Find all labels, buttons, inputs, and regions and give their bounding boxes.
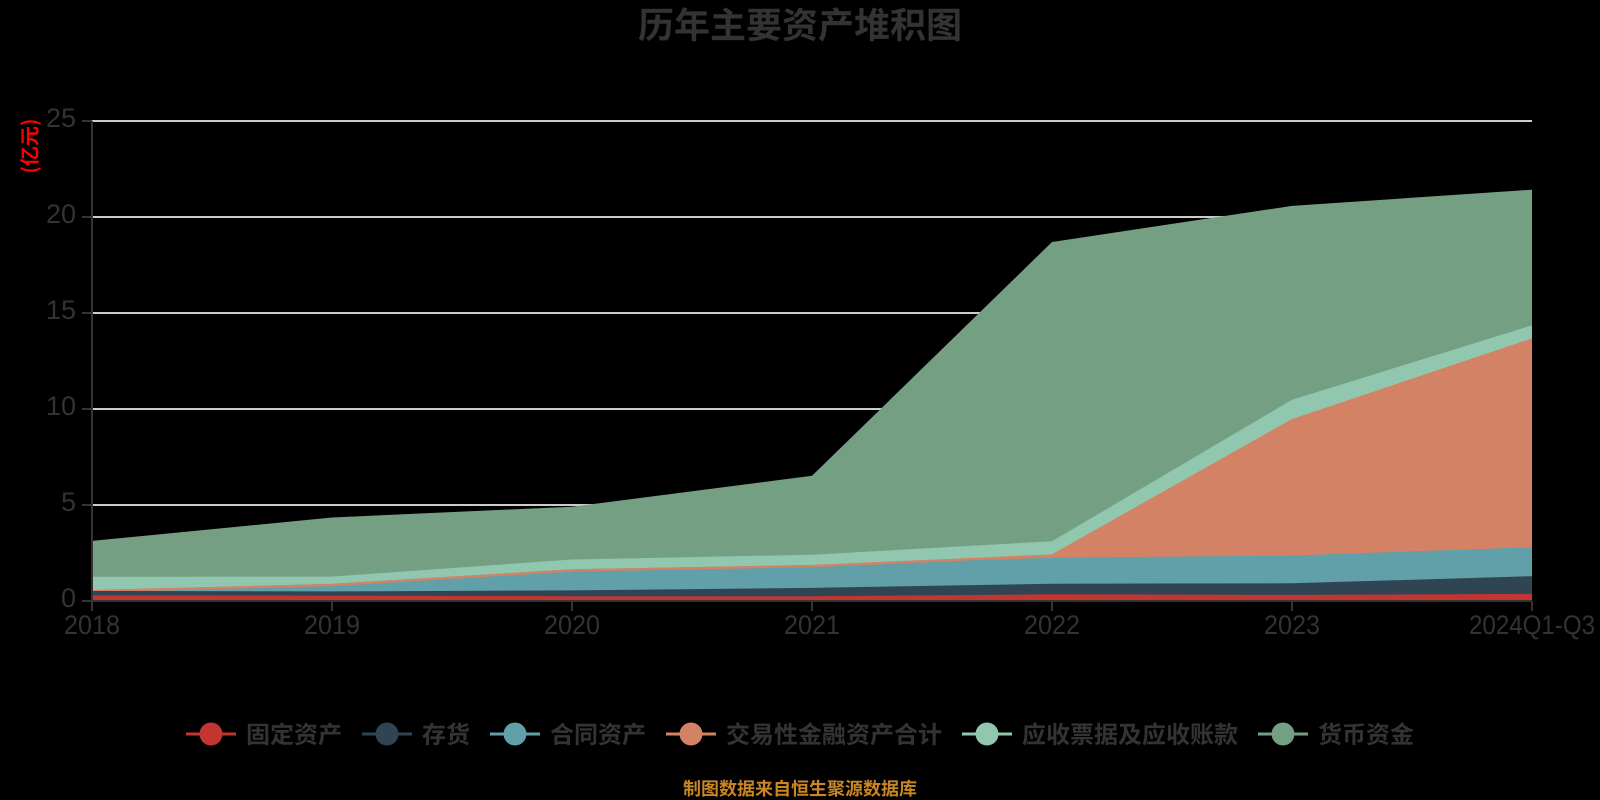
svg-text:5: 5	[61, 487, 76, 517]
svg-text:0: 0	[61, 583, 76, 613]
svg-text:2018: 2018	[64, 610, 120, 640]
svg-text:2020: 2020	[544, 610, 600, 640]
svg-text:2022: 2022	[1024, 610, 1080, 640]
svg-text:15: 15	[46, 295, 76, 325]
svg-text:20: 20	[46, 199, 76, 229]
svg-text:2021: 2021	[784, 610, 840, 640]
svg-text:25: 25	[46, 103, 76, 133]
svg-text:2019: 2019	[304, 610, 360, 640]
svg-text:2024Q1-Q3: 2024Q1-Q3	[1469, 610, 1595, 640]
svg-text:2023: 2023	[1264, 610, 1320, 640]
svg-text:10: 10	[46, 391, 76, 421]
